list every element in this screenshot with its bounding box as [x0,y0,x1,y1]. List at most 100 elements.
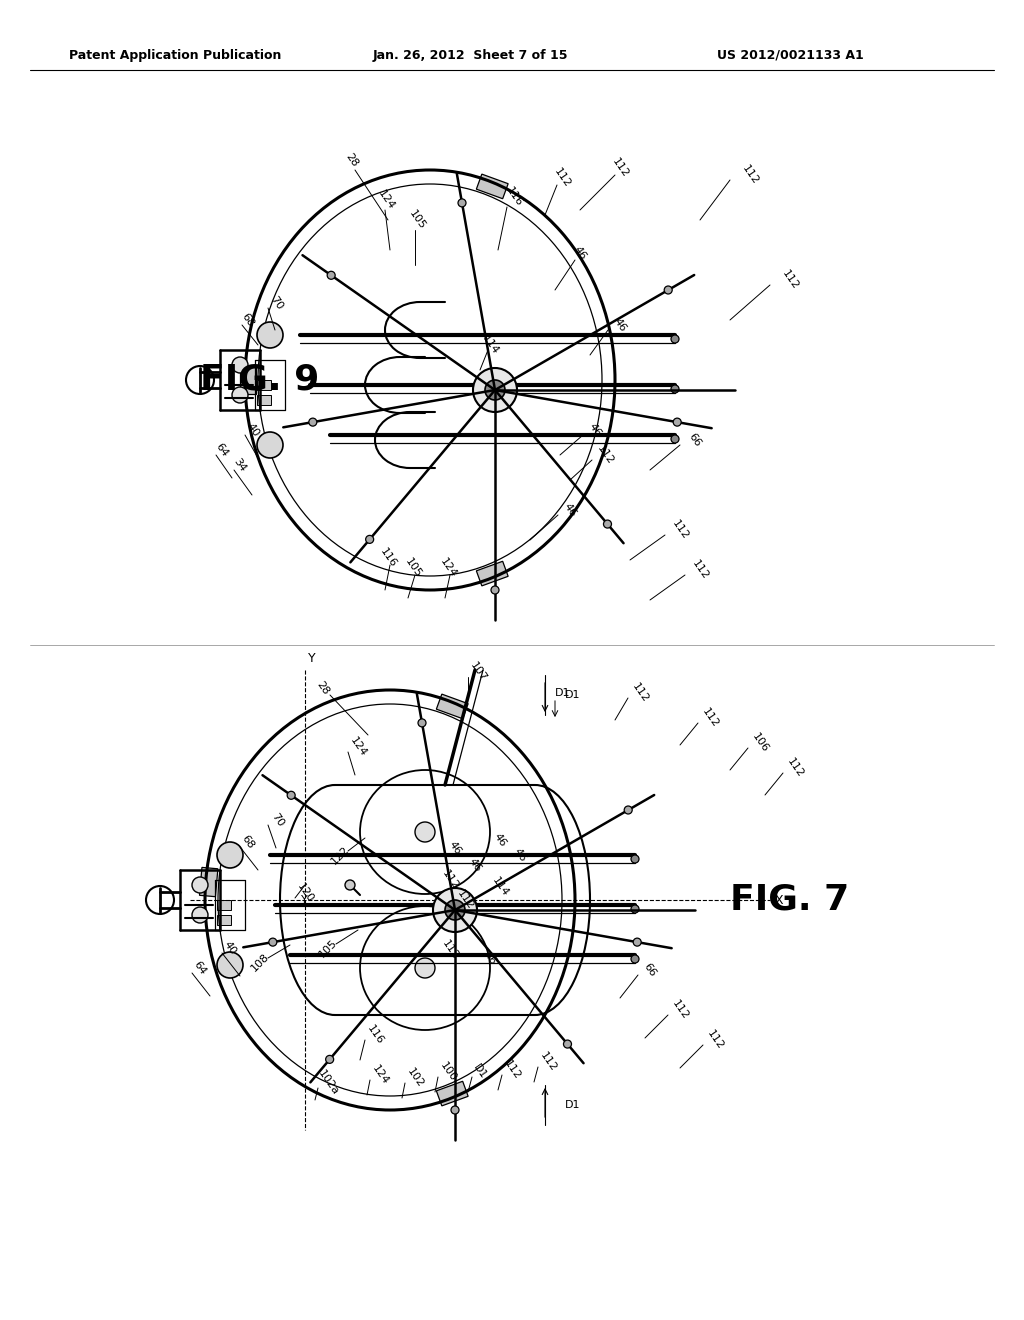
Circle shape [673,418,681,426]
Text: US 2012/0021133 A1: US 2012/0021133 A1 [717,49,863,62]
Text: 124: 124 [370,1064,390,1086]
Text: 108: 108 [249,950,271,973]
Text: 46: 46 [571,244,588,261]
Circle shape [257,432,283,458]
Bar [217,915,231,925]
Text: 114: 114 [480,334,500,356]
Text: 112: 112 [670,998,690,1022]
Text: 46: 46 [467,857,483,874]
Text: 68: 68 [240,833,256,850]
Text: 102: 102 [404,1067,425,1089]
Text: D1: D1 [565,1100,581,1110]
Circle shape [473,368,517,412]
Text: 46: 46 [492,832,508,849]
Circle shape [193,907,208,923]
Text: Patent Application Publication: Patent Application Publication [69,49,282,62]
Circle shape [445,900,465,920]
Text: 28: 28 [314,680,331,697]
Text: FIG. 9: FIG. 9 [200,363,319,397]
Text: 112: 112 [502,1059,522,1081]
Text: D1: D1 [555,688,570,698]
Polygon shape [436,694,468,718]
Circle shape [328,272,335,280]
Circle shape [217,842,243,869]
Text: 66: 66 [687,432,703,449]
Text: 116: 116 [378,546,398,569]
Text: 64: 64 [191,960,208,977]
Polygon shape [200,867,218,896]
Text: Y: Y [301,895,308,906]
Circle shape [671,335,679,343]
Circle shape [451,1106,459,1114]
Circle shape [563,1040,571,1048]
Polygon shape [476,561,508,586]
Text: 120: 120 [295,882,315,904]
Circle shape [326,1056,334,1064]
Polygon shape [240,366,256,393]
Text: 112: 112 [740,164,760,186]
Circle shape [603,520,611,528]
Text: 106: 106 [750,731,770,755]
Text: 46: 46 [512,846,528,863]
Text: 124: 124 [438,557,458,579]
Text: Jan. 26, 2012  Sheet 7 of 15: Jan. 26, 2012 Sheet 7 of 15 [373,49,567,62]
Text: 46: 46 [562,502,579,519]
Text: 124: 124 [376,189,396,211]
Text: 116: 116 [504,186,524,209]
Circle shape [631,906,639,913]
Text: 46: 46 [446,840,463,857]
Circle shape [633,939,641,946]
Circle shape [485,380,505,400]
Circle shape [458,199,466,207]
Text: 112: 112 [595,444,615,466]
Circle shape [631,855,639,863]
Circle shape [671,385,679,393]
Circle shape [345,880,355,890]
Bar [257,380,271,389]
Circle shape [309,418,316,426]
Text: 124: 124 [348,735,369,759]
Circle shape [366,536,374,544]
Text: 112: 112 [690,558,711,582]
Circle shape [232,356,248,374]
Circle shape [665,286,672,294]
Circle shape [625,807,632,814]
Circle shape [433,888,477,932]
Text: 46: 46 [612,317,628,334]
Bar [257,395,271,405]
Text: 112: 112 [455,888,475,912]
Text: 105: 105 [407,209,427,231]
Circle shape [269,939,276,946]
Text: 68: 68 [240,312,256,329]
Text: 112: 112 [440,939,460,961]
Circle shape [193,876,208,894]
Text: D1: D1 [565,690,581,700]
Text: X: X [775,894,783,907]
Text: 112: 112 [780,268,800,292]
Text: 34: 34 [231,457,248,474]
Text: 112: 112 [699,706,720,730]
Circle shape [287,791,295,800]
Text: 116: 116 [365,1023,385,1047]
Text: 107: 107 [468,660,488,684]
Text: 46: 46 [482,949,498,966]
Text: 66: 66 [642,961,658,978]
Circle shape [232,387,248,403]
Circle shape [631,954,639,964]
Text: 112: 112 [630,681,650,705]
Circle shape [671,436,679,444]
Polygon shape [436,1081,468,1106]
Text: 70: 70 [270,812,286,829]
Bar [217,900,231,909]
Text: 114: 114 [489,875,510,899]
Circle shape [415,822,435,842]
Text: 112: 112 [670,519,690,541]
Polygon shape [476,174,508,199]
Text: 100: 100 [438,1060,458,1084]
Text: 102a: 102a [315,1069,340,1097]
Circle shape [415,958,435,978]
Text: 40: 40 [245,421,261,438]
Text: Y: Y [308,652,315,665]
Text: 112: 112 [538,1051,558,1073]
Text: 40: 40 [222,940,239,957]
